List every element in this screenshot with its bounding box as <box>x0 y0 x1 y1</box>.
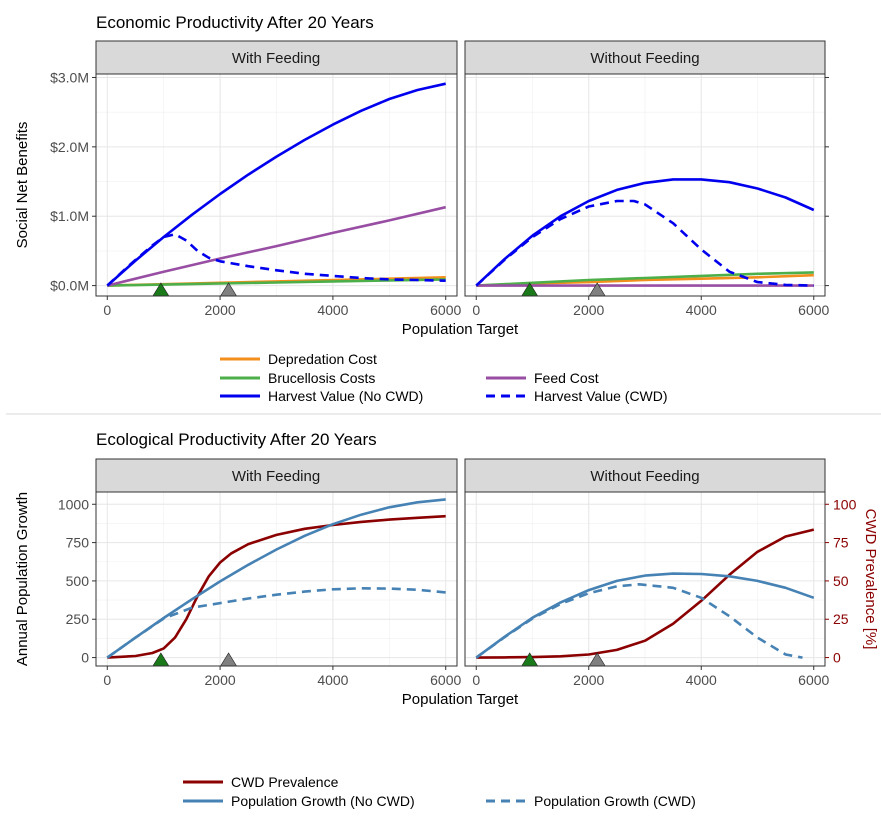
legend-label-population-growth-cwd: Population Growth (CWD) <box>534 793 696 809</box>
y-tick-label: $1.0M <box>50 208 89 224</box>
series-line-population-growth-cwd-with-feeding <box>106 587 446 659</box>
y-axis-label-economic: Social Net Benefits <box>14 122 31 249</box>
legend-label-depredation-cost: Depredation Cost <box>268 351 377 367</box>
strip-label-ecological-without-feeding: Without Feeding <box>590 468 699 485</box>
legend-label-brucellosis-costs: Brucellosis Costs <box>268 370 375 386</box>
x-axis-economic-with-feeding: 0 2000 4000 6000 <box>103 296 461 318</box>
legend-label-harvest-value-cwd: Harvest Value (CWD) <box>534 388 668 404</box>
x-tick-label: 6000 <box>430 302 461 318</box>
y-axis-label-ecological: Annual Population Growth <box>14 492 31 666</box>
y-axis-ecological: 0 250 500 750 1000 <box>58 496 96 666</box>
strip-label-economic-without-feeding: Without Feeding <box>590 50 699 67</box>
legend-economic: Depredation Cost Brucellosis Costs Feed … <box>220 351 668 404</box>
x-axis-economic-without-feeding: 0 2000 4000 6000 <box>472 296 830 318</box>
x-tick-label: 6000 <box>798 302 829 318</box>
y-axis-right-label-ecological: CWD Prevalence [%] <box>862 509 879 650</box>
y-tick-label: 1000 <box>58 496 89 512</box>
panel-border-ecological-without-feeding <box>464 491 826 667</box>
plot-panel-economic-with-feeding <box>96 74 457 297</box>
series-line-brucellosis-costs-with-feeding <box>107 278 446 287</box>
strip-bg-ecological-without-feeding <box>464 458 826 493</box>
x-tick-label: 0 <box>103 672 111 688</box>
y2-tick-label: 0 <box>833 650 841 666</box>
legend-label-population-growth-no-cwd: Population Growth (No CWD) <box>231 793 415 809</box>
plot-panel-ecological-with-feeding <box>96 492 457 667</box>
y-axis-right-ecological: 0 25 50 75 100 <box>825 496 857 666</box>
y-tick-label: $0.0M <box>50 278 89 294</box>
x-tick-label: 2000 <box>573 302 604 318</box>
strip-label-ecological-with-feeding: With Feeding <box>232 468 320 485</box>
x-axis-ecological-without-feeding: 0 2000 4000 6000 <box>472 666 830 688</box>
y-tick-label: 500 <box>66 573 90 589</box>
y-tick-label: 750 <box>66 535 90 551</box>
x-tick-label: 2000 <box>573 672 604 688</box>
y2-tick-label: 100 <box>833 496 857 512</box>
x-tick-label: 0 <box>472 302 480 318</box>
plot-panel-ecological-without-feeding <box>465 492 825 667</box>
strip-bg-ecological-with-feeding <box>95 458 458 493</box>
series-line-cwd-prevalence-with-feeding <box>107 514 446 659</box>
chart-title-ecological: Ecological Productivity After 20 Years <box>96 430 377 449</box>
strip-bg-economic-with-feeding <box>95 40 458 75</box>
x-tick-label: 4000 <box>686 302 717 318</box>
x-tick-label: 2000 <box>205 302 236 318</box>
panel-border-economic-without-feeding <box>464 73 826 297</box>
panel-border-economic-with-feeding <box>95 73 458 297</box>
series-line-harvest-value-no-cwd-with-feeding <box>106 82 446 287</box>
legend-ecological: CWD Prevalence Population Growth (No CWD… <box>183 774 696 809</box>
x-tick-label: 2000 <box>205 672 236 688</box>
y2-tick-label: 25 <box>833 611 849 627</box>
panel-border-ecological-with-feeding <box>95 491 458 667</box>
x-tick-label: 4000 <box>317 302 348 318</box>
x-tick-label: 0 <box>103 302 111 318</box>
y2-tick-label: 75 <box>833 535 849 551</box>
y-tick-label: 250 <box>66 611 90 627</box>
x-tick-label: 0 <box>472 672 480 688</box>
legend-label-harvest-value-no-cwd: Harvest Value (No CWD) <box>268 388 423 404</box>
x-axis-label-ecological: Population Target <box>402 691 519 708</box>
x-tick-label: 6000 <box>798 672 829 688</box>
y-tick-label: $3.0M <box>50 69 89 85</box>
series-line-population-growth-cwd-without-feeding <box>475 583 803 659</box>
series-line-harvest-value-cwd-with-feeding <box>106 233 446 287</box>
ecological-chart: Ecological Productivity After 20 Years W… <box>14 430 879 809</box>
y-axis-economic: $0.0M $1.0M $2.0M $3.0M <box>50 69 96 294</box>
y-tick-label: 0 <box>81 650 89 666</box>
x-axis-ecological-with-feeding: 0 2000 4000 6000 <box>103 666 461 688</box>
chart-title-economic: Economic Productivity After 20 Years <box>96 13 374 32</box>
series-line-brucellosis-costs-without-feeding <box>476 271 814 287</box>
y-tick-label: $2.0M <box>50 139 89 155</box>
x-tick-label: 4000 <box>317 672 348 688</box>
x-tick-label: 4000 <box>686 672 717 688</box>
strip-bg-economic-without-feeding <box>464 40 826 75</box>
legend-label-cwd-prevalence: CWD Prevalence <box>231 774 339 790</box>
strip-label-economic-with-feeding: With Feeding <box>232 50 320 67</box>
x-tick-label: 6000 <box>430 672 461 688</box>
series-line-harvest-value-cwd-without-feeding <box>475 199 814 287</box>
economic-chart: Economic Productivity After 20 Years Wit… <box>14 13 830 404</box>
legend-label-feed-cost: Feed Cost <box>534 370 599 386</box>
series-line-feed-cost-with-feeding <box>106 205 446 287</box>
y2-tick-label: 50 <box>833 573 849 589</box>
y-axis-right-economic <box>825 76 829 287</box>
x-axis-label-economic: Population Target <box>402 321 519 338</box>
plot-panel-economic-without-feeding <box>465 74 825 297</box>
